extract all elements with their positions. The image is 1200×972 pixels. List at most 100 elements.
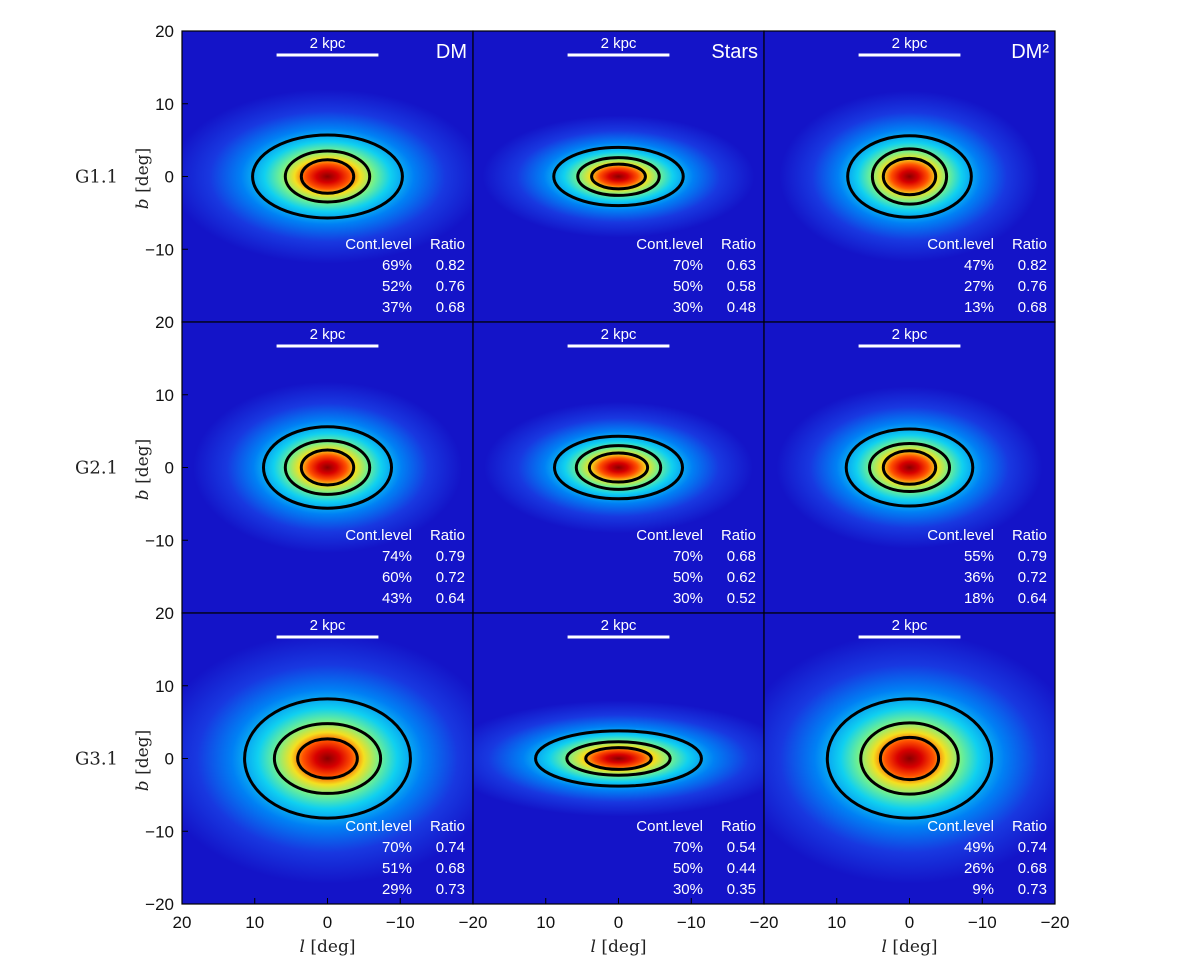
x-tick-label: −10 (677, 913, 706, 932)
x-tick-label: −10 (386, 913, 415, 932)
x-tick-label: 20 (173, 913, 192, 932)
contour-level-value: 30% (673, 881, 703, 898)
y-axis-variable: b (133, 198, 153, 209)
table-header-level: Cont.level (636, 527, 703, 544)
contour-line (534, 729, 703, 788)
scale-bar-label: 2 kpc (601, 326, 637, 343)
y-axis-unit: [deg] (133, 439, 153, 490)
x-tick-label: 10 (827, 913, 846, 932)
contour-level-value: 29% (382, 881, 412, 898)
density-map (473, 322, 764, 613)
contour-level-value: 55% (964, 548, 994, 565)
y-tick-label: −10 (145, 822, 174, 841)
ratio-value: 0.68 (436, 860, 465, 877)
table-header-ratio: Ratio (430, 236, 465, 253)
panel-G1.1-DM²: 2 kpc DM² Cont.level Ratio 47% 0.82 27% 0.76 13%… (763, 30, 1056, 323)
contour-level-value: 9% (972, 881, 994, 898)
contour-level-value: 13% (964, 299, 994, 316)
x-tick-label: −20 (1041, 913, 1070, 932)
contour-line (867, 441, 952, 494)
density-map (182, 31, 473, 322)
y-axis-unit: [deg] (133, 730, 153, 781)
panel-G2.1-DM²: 2 kpc Cont.level Ratio 55% 0.79 36% 0.72 18% 0.6… (763, 321, 1056, 614)
contour-level-value: 70% (673, 548, 703, 565)
scale-bar-label: 2 kpc (601, 617, 637, 634)
contour-line (870, 147, 949, 206)
density-map (764, 322, 1055, 613)
ratio-value: 0.72 (1018, 569, 1047, 586)
contour-line (844, 427, 975, 508)
ratio-value: 0.35 (727, 881, 756, 898)
x-tick-label: 10 (536, 913, 555, 932)
ratio-value: 0.74 (1018, 839, 1047, 856)
ratio-value: 0.82 (1018, 257, 1047, 274)
contour-line (859, 721, 960, 796)
table-header-level: Cont.level (927, 527, 994, 544)
table-header-ratio: Ratio (430, 818, 465, 835)
table-header-level: Cont.level (345, 818, 412, 835)
contour-level-value: 70% (673, 257, 703, 274)
x-tick-label: −20 (750, 913, 779, 932)
panel-G2.1-Stars: 2 kpc Cont.level Ratio 70% 0.68 50% 0.62 30% 0.5… (472, 321, 765, 614)
x-axis-unit: [deg] (305, 937, 356, 957)
contour-line (878, 735, 941, 782)
ratio-value: 0.54 (727, 839, 756, 856)
y-axis-label: b [deg] (133, 439, 153, 500)
ratio-value: 0.79 (1018, 548, 1047, 565)
y-axis-variable: b (133, 489, 153, 500)
ratio-value: 0.82 (436, 257, 465, 274)
y-tick-label: 10 (155, 677, 174, 696)
ratio-value: 0.76 (436, 278, 465, 295)
contour-line (283, 149, 372, 204)
density-map (764, 613, 1055, 904)
contour-line (584, 746, 653, 771)
contour-level-value: 51% (382, 860, 412, 877)
contour-line (881, 449, 938, 486)
ratio-value: 0.58 (727, 278, 756, 295)
scale-bar-label: 2 kpc (892, 326, 928, 343)
ratio-value: 0.73 (436, 881, 465, 898)
panel-grid: 2 kpc DM Cont.level Ratio 69% 0.82 52% 0.76 37% 0… (181, 30, 1056, 905)
table-header-level: Cont.level (927, 236, 994, 253)
contour-line (590, 162, 647, 191)
table-header-ratio: Ratio (430, 527, 465, 544)
contour-level-value: 49% (964, 839, 994, 856)
contour-level-value: 18% (964, 590, 994, 607)
panel-G2.1-DM: 2 kpc Cont.level Ratio 74% 0.79 60% 0.72 43% 0.6… (181, 321, 474, 614)
contour-level-value: 30% (673, 590, 703, 607)
y-axis-variable: b (133, 780, 153, 791)
x-axis-label: l [deg] (591, 937, 647, 957)
table-header-level: Cont.level (636, 818, 703, 835)
table-header-ratio: Ratio (721, 527, 756, 544)
contour-line (576, 156, 661, 197)
x-axis-label: l [deg] (882, 937, 938, 957)
scale-bar-label: 2 kpc (310, 617, 346, 634)
contour-level-value: 36% (964, 569, 994, 586)
y-tick-label: 20 (155, 604, 174, 623)
contour-line (299, 158, 356, 195)
y-tick-label: −10 (145, 531, 174, 550)
scale-bar-label: 2 kpc (892, 35, 928, 52)
x-tick-label: −20 (459, 913, 488, 932)
row-label: G2.1 (75, 458, 118, 479)
x-tick-label: 0 (905, 913, 914, 932)
contour-line (587, 451, 650, 484)
x-tick-label: 10 (245, 913, 264, 932)
scale-bar-label: 2 kpc (601, 35, 637, 52)
ratio-value: 0.68 (1018, 860, 1047, 877)
y-tick-label: 0 (165, 459, 174, 478)
panel-G1.1-DM: 2 kpc DM Cont.level Ratio 69% 0.82 52% 0.76 37% 0… (181, 30, 474, 323)
x-tick-label: −10 (968, 913, 997, 932)
x-axis-label: l [deg] (300, 937, 356, 957)
contour-level-value: 26% (964, 860, 994, 877)
contour-level-value: 74% (382, 548, 412, 565)
contour-level-value: 43% (382, 590, 412, 607)
table-header-ratio: Ratio (1012, 236, 1047, 253)
contour-line (243, 697, 412, 820)
contour-level-value: 60% (382, 569, 412, 586)
x-axis-variable: l (300, 937, 305, 957)
contour-line (825, 697, 994, 820)
contour-line (296, 737, 359, 780)
ratio-value: 0.52 (727, 590, 756, 607)
